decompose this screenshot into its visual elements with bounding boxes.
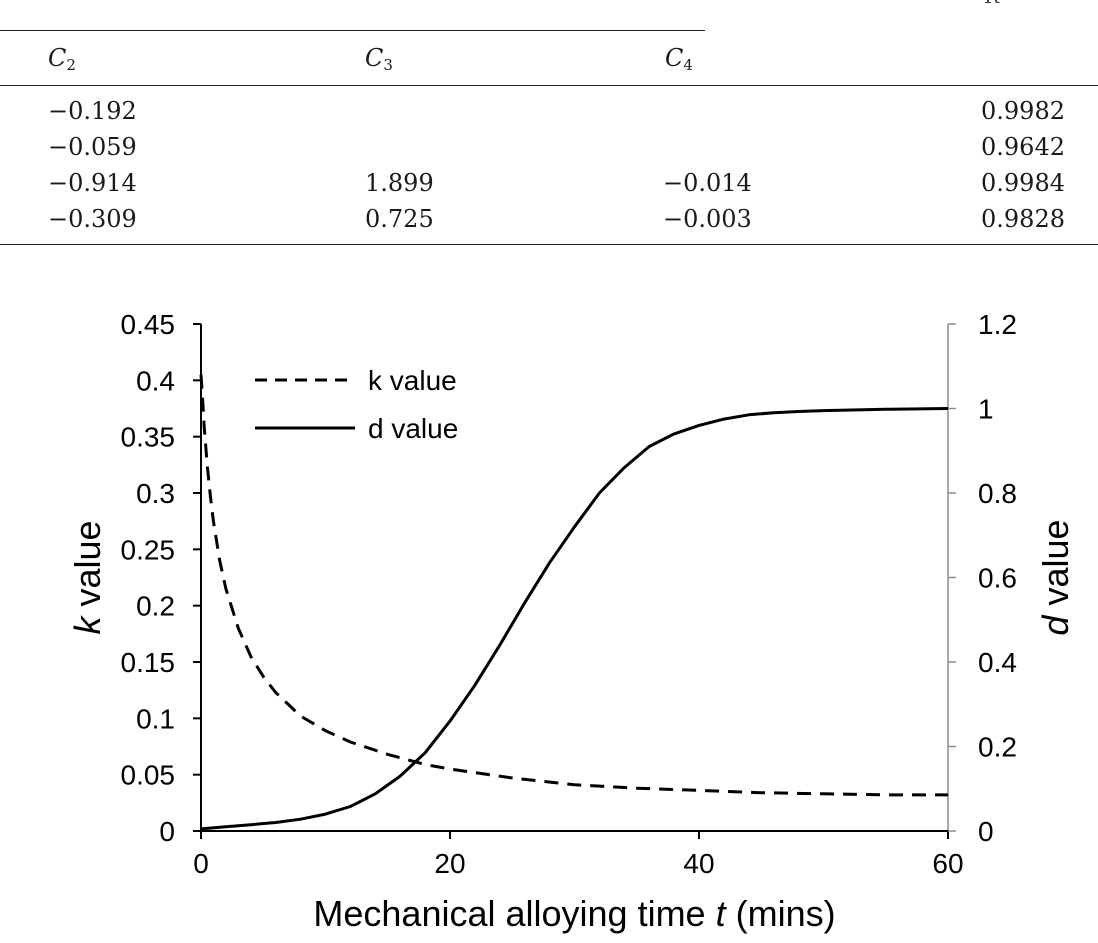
header-c2-base: C <box>48 44 67 72</box>
legend-d-label: d value <box>368 413 458 444</box>
left-y-axis-title-suffix: value <box>67 520 108 616</box>
right-y-tick-label: 0.4 <box>978 647 1017 678</box>
right-y-tick-label: 1.2 <box>978 309 1017 340</box>
left-y-tick-label: 0.25 <box>121 534 176 565</box>
x-tick-label: 40 <box>683 848 714 879</box>
coefficient-table: R C2 C3 C4 −0.192 0.9982 −0.059 0.9642 −… <box>0 0 1098 250</box>
header-c3: C3 <box>365 44 393 79</box>
left-y-tick-label: 0.1 <box>136 703 175 734</box>
left-y-tick-label: 0.45 <box>121 309 176 340</box>
k-value-series-line <box>199 374 948 797</box>
table-cell: 1.899 <box>365 169 434 197</box>
table-cell: 0.9828 <box>981 205 1065 233</box>
x-tick-label: 60 <box>932 848 963 879</box>
x-tick-label: 0 <box>193 848 209 879</box>
table-corner-label: R <box>984 0 999 10</box>
table-cell: 0.9642 <box>981 133 1065 161</box>
table-cell: 0.725 <box>365 205 434 233</box>
header-c3-base: C <box>365 44 384 72</box>
x-axis-title: Mechanical alloying time t (mins) <box>313 893 835 934</box>
left-y-tick-label: 0.15 <box>121 647 176 678</box>
legend-k-label: k value <box>368 365 457 396</box>
right-y-axis-title-suffix: value <box>1035 519 1076 615</box>
left-y-tick-label: 0.35 <box>121 422 176 453</box>
right-y-tick-label: 0.2 <box>978 732 1017 763</box>
right-y-tick-labels: 0 0.2 0.4 0.6 0.8 1 1.2 <box>978 309 1017 847</box>
left-y-axis-title: k value <box>67 520 108 634</box>
left-y-tick-label: 0.2 <box>136 591 175 622</box>
table-cell: 0.9984 <box>981 169 1065 197</box>
x-tick-labels: 0 20 40 60 <box>193 848 963 879</box>
table-top-rule-partial <box>0 30 705 31</box>
header-c2: C2 <box>48 44 76 79</box>
x-axis-title-var: t <box>716 893 728 934</box>
left-y-tick-label: 0.05 <box>121 760 176 791</box>
right-y-tick-label: 1 <box>978 394 994 425</box>
table-cell: −0.192 <box>48 97 137 125</box>
table-bottom-rule <box>0 244 1098 245</box>
left-y-tick-label: 0.4 <box>136 365 175 396</box>
header-c4-base: C <box>665 44 684 72</box>
left-y-tick-labels: 0 0.05 0.1 0.15 0.2 0.25 0.3 0.35 0.4 0.45 <box>121 309 176 847</box>
right-y-tick-label: 0.8 <box>978 478 1017 509</box>
legend: k value d value <box>255 365 458 444</box>
tick-marks <box>193 323 956 839</box>
table-cell: −0.059 <box>48 133 137 161</box>
x-axis-title-prefix: Mechanical alloying time <box>313 893 715 934</box>
series-lines <box>199 374 949 831</box>
table-cell: −0.309 <box>48 205 137 233</box>
header-c4-sub: 4 <box>683 56 693 74</box>
left-y-axis-title-var: k <box>67 615 108 635</box>
left-y-tick-label: 0 <box>159 816 175 847</box>
right-y-axis-title: d value <box>1035 519 1076 635</box>
kd-line-chart: 0 20 40 60 0 0.05 0.1 0.15 0.2 0.25 0.3 0.35 0.4 0.4… <box>67 309 1076 934</box>
d-value-series-line <box>200 407 949 831</box>
table-cell: −0.014 <box>663 169 752 197</box>
header-c3-sub: 3 <box>383 56 393 74</box>
table-header-rule <box>0 85 1098 86</box>
header-c4: C4 <box>665 44 693 79</box>
header-c2-sub: 2 <box>66 56 76 74</box>
x-axis-title-suffix: (mins) <box>726 893 836 934</box>
table-cell: −0.003 <box>663 205 752 233</box>
table-cell: 0.9982 <box>981 97 1065 125</box>
left-y-tick-label: 0.3 <box>136 478 175 509</box>
right-y-axis-title-var: d <box>1035 615 1076 636</box>
x-tick-label: 20 <box>434 848 465 879</box>
table-cell: −0.914 <box>48 169 137 197</box>
right-y-tick-label: 0 <box>978 816 994 847</box>
right-y-tick-label: 0.6 <box>978 563 1017 594</box>
